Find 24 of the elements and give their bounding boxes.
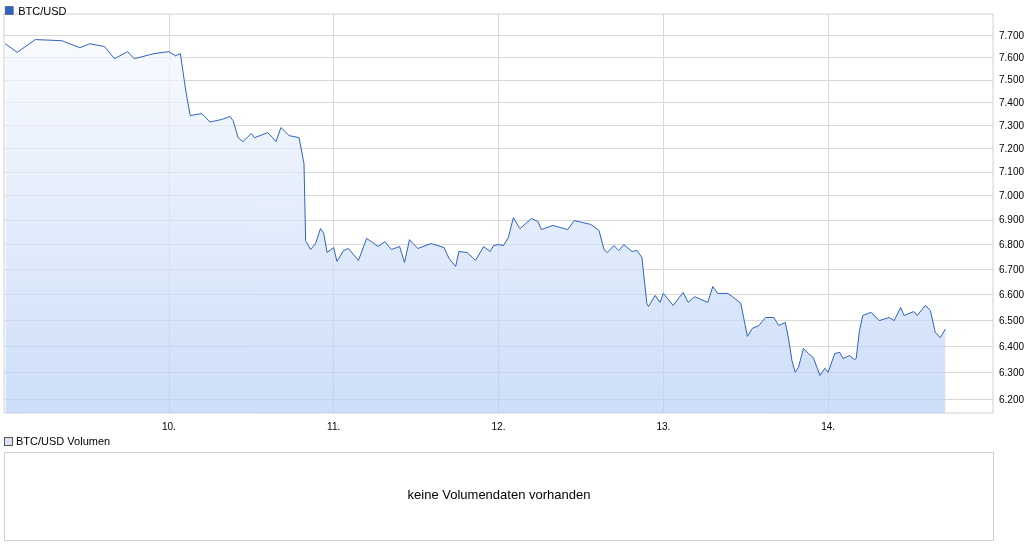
empty-panel-frame: keine Volumendaten vorhanden	[4, 452, 994, 541]
x-tick-label: 12.	[491, 420, 506, 432]
y-tick-label: 6.600	[999, 288, 1025, 300]
y-tick-label: 6.800	[999, 238, 1025, 250]
y-tick-label: 6.400	[999, 340, 1025, 352]
x-tick-label: 11.	[327, 420, 341, 432]
legend-label: BTC/USD	[18, 4, 67, 17]
y-tick-label: 7.500	[999, 74, 1025, 86]
y-tick-label: 7.600	[999, 52, 1025, 64]
x-tick-label: 10.	[161, 420, 176, 432]
y-tick-label: 7.200	[999, 142, 1025, 154]
y-tick-label: 6.900	[999, 214, 1025, 226]
y-tick-label: 7.400	[999, 96, 1025, 108]
y-tick-label: 7.100	[999, 166, 1025, 178]
y-tick-label: 7.700	[999, 30, 1025, 42]
x-tick-label: 14.	[821, 420, 836, 432]
y-tick-label: 7.000	[999, 190, 1025, 202]
y-tick-label: 6.300	[999, 367, 1025, 379]
y-tick-label: 6.200	[999, 393, 1025, 405]
y-tick-label: 7.300	[999, 119, 1025, 131]
x-tick-label: 13.	[656, 420, 671, 432]
y-tick-label: 6.500	[999, 314, 1025, 326]
text: BTC/USD Volumen	[16, 435, 111, 447]
y-tick-label: 6.700	[999, 263, 1025, 275]
